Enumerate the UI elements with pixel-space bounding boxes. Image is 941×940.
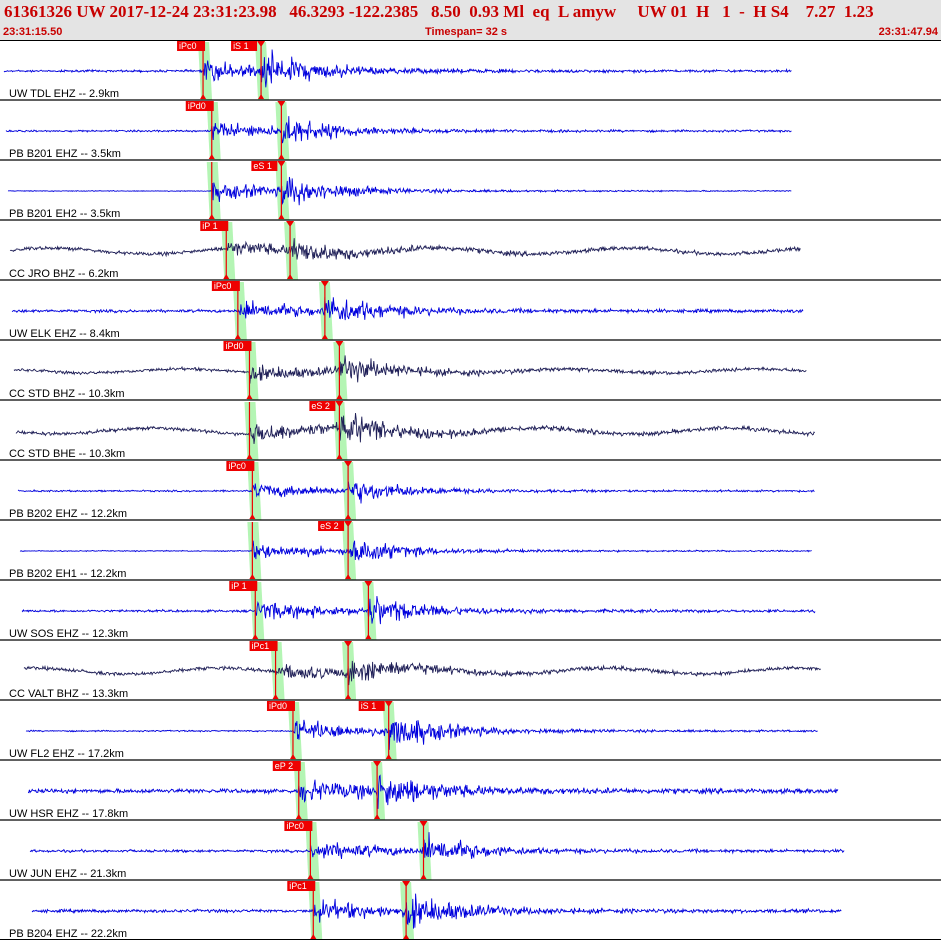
- p-pick-label: iPc1: [289, 881, 307, 891]
- channel-row[interactable]: iPc1 PB B204 EHZ -- 22.2km: [0, 880, 941, 940]
- channel-row[interactable]: iPc0 UW ELK EHZ -- 8.4km: [0, 280, 941, 340]
- p-pick-label: iPc0: [286, 821, 304, 831]
- waveform-trace: [32, 894, 841, 929]
- channel-row[interactable]: eS 2 CC STD BHE -- 10.3km: [0, 400, 941, 460]
- s-pick-label: eS 2: [320, 521, 339, 531]
- p-pick-label: iPd0: [269, 701, 287, 711]
- waveform-trace: [8, 177, 791, 205]
- waveform-trace: [10, 238, 800, 259]
- channel-row[interactable]: iPd0 iS 1 UW FL2 EHZ -- 17.2km: [0, 700, 941, 760]
- station-label: PB B201 EHZ -- 3.5km: [9, 148, 121, 160]
- waveform-trace: [16, 413, 815, 444]
- p-pick-label: iPc0: [214, 281, 232, 291]
- station-label: CC STD BHZ -- 10.3km: [9, 388, 125, 400]
- station-label: UW SOS EHZ -- 12.3km: [9, 628, 128, 640]
- station-label: CC STD BHE -- 10.3km: [9, 448, 125, 460]
- p-pick-label: iP 1: [231, 581, 246, 591]
- station-label: PB B201 EH2 -- 3.5km: [9, 208, 120, 220]
- waveform-trace: [28, 776, 838, 809]
- waveform-trace: [20, 541, 812, 560]
- channel-row[interactable]: iPc1 CC VALT BHZ -- 13.3km: [0, 640, 941, 700]
- channel-row[interactable]: iPd0 PB B201 EHZ -- 3.5km: [0, 100, 941, 160]
- timespan-readout: Timespan= 32 s: [425, 26, 507, 38]
- channel-row[interactable]: eP 2 UW HSR EHZ -- 17.8km: [0, 760, 941, 820]
- waveform-trace: [30, 832, 844, 859]
- start-time: 23:31:15.50: [3, 26, 62, 38]
- waveform-trace: [4, 50, 792, 88]
- p-pick-label: iPc1: [252, 641, 270, 651]
- station-label: PB B202 EHZ -- 12.2km: [9, 508, 127, 520]
- station-label: CC JRO BHZ -- 6.2km: [9, 268, 118, 280]
- station-label: UW JUN EHZ -- 21.3km: [9, 868, 126, 880]
- p-pick-label: eP 2: [275, 761, 293, 771]
- channel-row[interactable]: eS 1 PB B201 EH2 -- 3.5km: [0, 160, 941, 220]
- s-pick-label: eS 1: [253, 161, 272, 171]
- waveform-trace: [14, 355, 806, 383]
- s-pick-label: eS 2: [311, 401, 330, 411]
- s-pick-label: iS 1: [233, 41, 249, 51]
- s-pick-label: iS 1: [361, 701, 377, 711]
- p-pick-label: iPc0: [228, 461, 246, 471]
- station-label: UW TDL EHZ -- 2.9km: [9, 88, 119, 100]
- channel-row[interactable]: iP 1 CC JRO BHZ -- 6.2km: [0, 220, 941, 280]
- channel-row[interactable]: iPc0 PB B202 EHZ -- 12.2km: [0, 460, 941, 520]
- station-label: UW FL2 EHZ -- 17.2km: [9, 748, 124, 760]
- channel-row[interactable]: iPd0 CC STD BHZ -- 10.3km: [0, 340, 941, 400]
- p-pick-label: iPc0: [179, 41, 197, 51]
- waveform-trace: [6, 116, 791, 143]
- p-pick-label: iPd0: [188, 101, 206, 111]
- station-label: PB B204 EHZ -- 22.2km: [9, 928, 127, 940]
- waveform-trace: [12, 297, 803, 320]
- waveform-trace: [26, 720, 818, 750]
- station-label: PB B202 EH1 -- 12.2km: [9, 568, 126, 580]
- p-pick-label: iP 1: [202, 221, 217, 231]
- channel-row[interactable]: eS 2 PB B202 EH1 -- 12.2km: [0, 520, 941, 580]
- channel-row[interactable]: iP 1 UW SOS EHZ -- 12.3km: [0, 580, 941, 640]
- station-label: UW HSR EHZ -- 17.8km: [9, 808, 128, 820]
- station-label: UW ELK EHZ -- 8.4km: [9, 328, 120, 340]
- seismogram-panel[interactable]: iPc0 iS 1 UW TDL EHZ -- 2.9km iPd0 PB B201 E…: [0, 40, 941, 940]
- waveform-trace: [18, 482, 815, 504]
- waveform-trace: [24, 661, 821, 685]
- p-window: [244, 402, 258, 460]
- p-pick-label: iPd0: [225, 341, 243, 351]
- channel-row[interactable]: iPc0 UW JUN EHZ -- 21.3km: [0, 820, 941, 880]
- event-summary-title: 61361326 UW 2017-12-24 23:31:23.98 46.32…: [4, 2, 874, 22]
- event-header: 61361326 UW 2017-12-24 23:31:23.98 46.32…: [0, 0, 941, 41]
- station-label: CC VALT BHZ -- 13.3km: [9, 688, 128, 700]
- end-time: 23:31:47.94: [879, 26, 938, 38]
- channel-row[interactable]: iPc0 iS 1 UW TDL EHZ -- 2.9km: [0, 40, 941, 100]
- waveform-trace: [22, 596, 815, 624]
